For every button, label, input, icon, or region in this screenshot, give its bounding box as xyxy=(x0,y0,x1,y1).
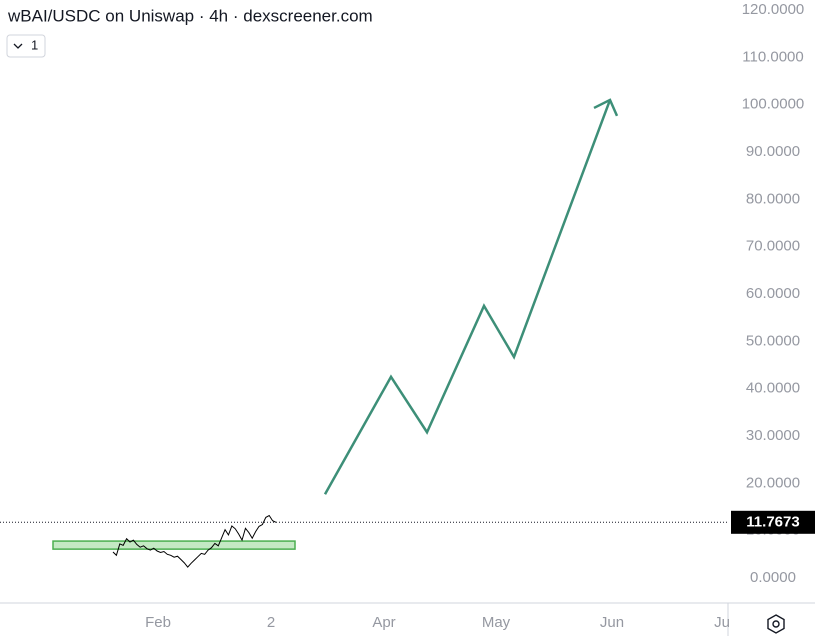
x-tick-label: 2 xyxy=(267,614,275,631)
support-zone xyxy=(52,540,296,550)
y-tick-label: 80.0000 xyxy=(746,190,800,207)
y-tick-label: 100.0000 xyxy=(742,96,805,113)
y-tick-label: 110.0000 xyxy=(742,48,803,65)
y-tick-label: 90.0000 xyxy=(746,143,800,160)
price-badge-label: 11.7673 xyxy=(746,513,799,530)
projection-line xyxy=(323,99,612,495)
settings-icon[interactable] xyxy=(767,614,785,634)
chevron-icon xyxy=(13,43,23,49)
price-line-series xyxy=(112,514,277,568)
y-tick-label: 50.0000 xyxy=(746,332,800,349)
price-badge xyxy=(731,510,815,534)
arrow-head xyxy=(593,98,619,117)
y-tick-label: 120.0000 xyxy=(742,1,805,18)
interval-label: 1 xyxy=(31,37,38,52)
y-tick-label: 60.0000 xyxy=(746,285,800,302)
y-tick-label: 20.0000 xyxy=(746,474,800,491)
settings-hex xyxy=(767,614,785,634)
chart-title: wBAI/USDC on Uniswap · 4h · dexscreener.… xyxy=(7,6,373,25)
x-tick-label: Apr xyxy=(372,614,395,631)
interval-button[interactable] xyxy=(6,34,46,58)
y-tick-label: 0.0000 xyxy=(750,569,796,586)
settings-dot xyxy=(772,620,780,628)
y-tick-label: 70.0000 xyxy=(746,238,800,255)
y-tick-label: 40.0000 xyxy=(746,380,800,397)
x-tick-label: Ju xyxy=(714,614,730,631)
x-tick-label: Feb xyxy=(145,614,171,631)
x-tick-label: May xyxy=(482,614,511,631)
x-tick-label: Jun xyxy=(600,614,624,631)
y-tick-label: 30.0000 xyxy=(746,427,800,444)
